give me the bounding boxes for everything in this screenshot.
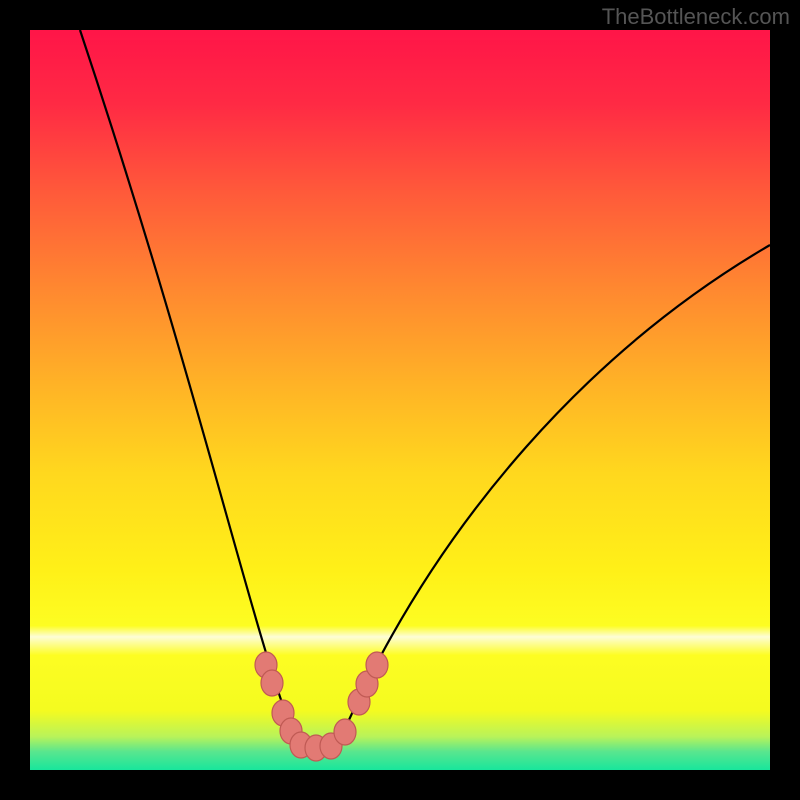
curve-marker — [366, 652, 388, 678]
bottleneck-chart — [0, 0, 800, 800]
watermark-text: TheBottleneck.com — [602, 4, 790, 30]
plot-background — [30, 30, 770, 770]
chart-container: TheBottleneck.com — [0, 0, 800, 800]
curve-marker — [334, 719, 356, 745]
curve-marker — [261, 670, 283, 696]
